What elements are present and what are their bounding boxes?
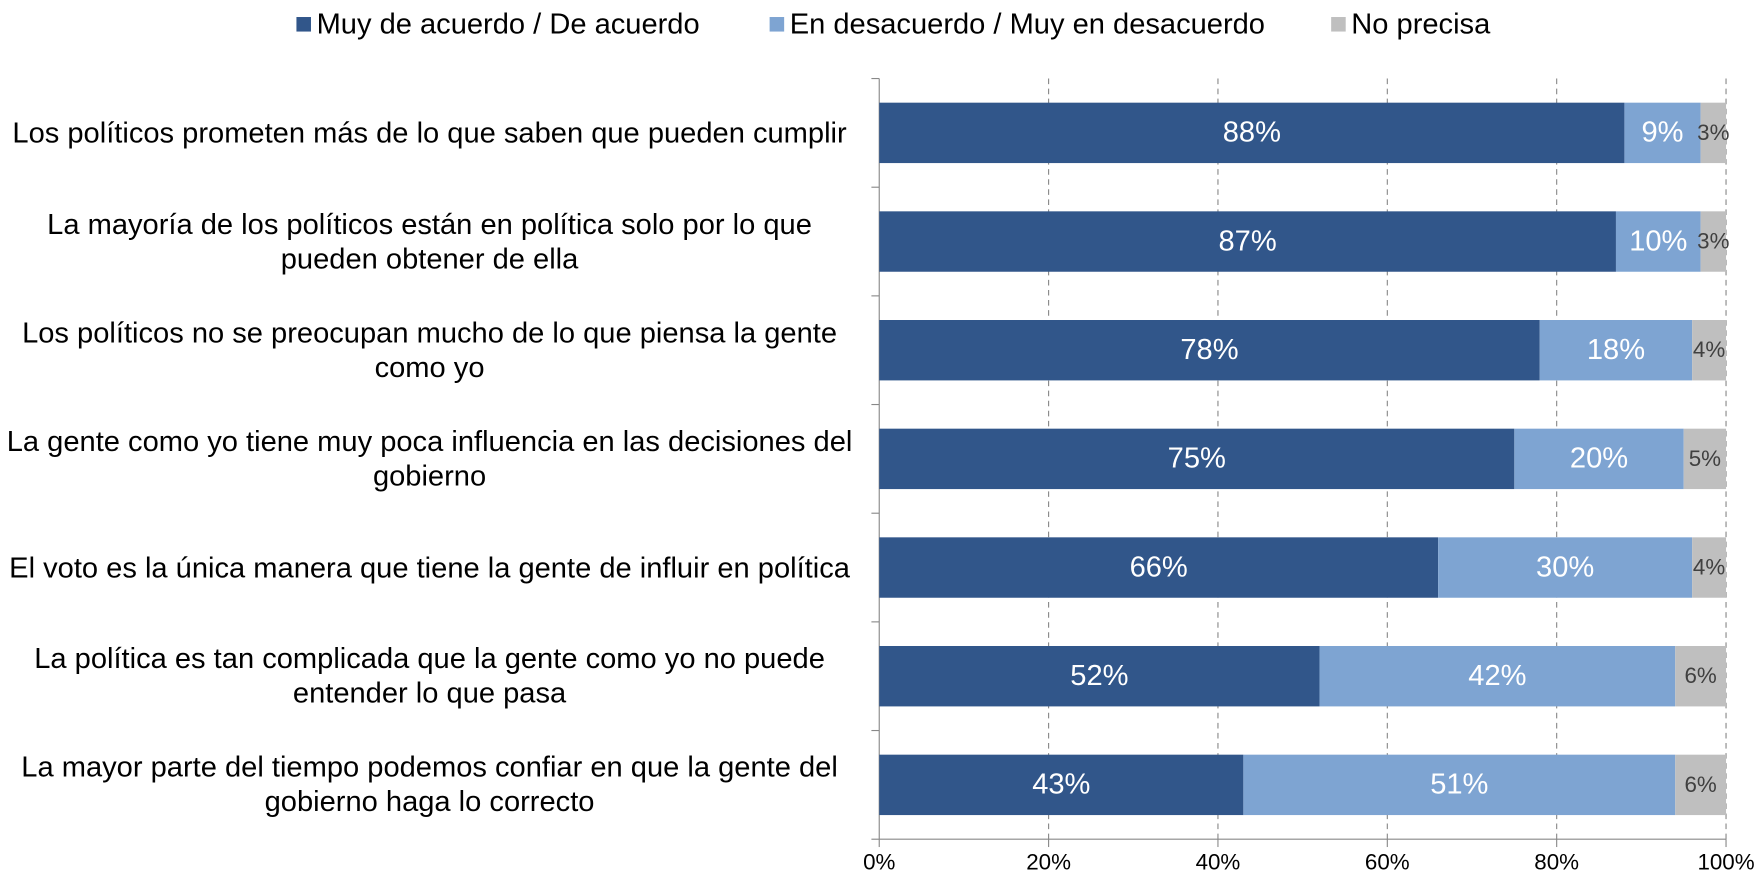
bar-segment bbox=[879, 428, 1515, 490]
bar-segment bbox=[879, 537, 1439, 598]
value-label: 20% bbox=[1570, 443, 1628, 475]
value-label: 88% bbox=[1223, 117, 1281, 149]
value-label: 4% bbox=[1693, 555, 1725, 580]
value-label: 75% bbox=[1168, 443, 1226, 475]
bar-segment bbox=[1615, 211, 1701, 272]
value-label: 52% bbox=[1070, 660, 1128, 692]
legend-label: Muy de acuerdo / De acuerdo bbox=[317, 9, 700, 41]
bar-segment bbox=[1692, 537, 1727, 598]
legend-swatch bbox=[296, 17, 311, 32]
x-tick-label: 20% bbox=[1026, 850, 1071, 873]
legend-swatch bbox=[769, 17, 785, 32]
value-label: 43% bbox=[1032, 769, 1090, 801]
category-label-box: La gente como yo tiene muy poca influenc… bbox=[6, 424, 853, 493]
y-tick-label: La mayor parte del tiempo podemos confia… bbox=[21, 750, 838, 819]
value-label: 9% bbox=[1642, 117, 1684, 149]
bar-segment bbox=[879, 646, 1320, 707]
value-label: 78% bbox=[1180, 334, 1238, 366]
y-tick-label: El voto es la única manera que tiene la … bbox=[9, 550, 850, 584]
bar-segment bbox=[1624, 102, 1701, 164]
value-label: 6% bbox=[1684, 772, 1716, 797]
value-label: 3% bbox=[1697, 229, 1729, 254]
category-label-box: La mayor parte del tiempo podemos confia… bbox=[21, 750, 838, 819]
category-label-box: Los políticos prometen más de lo que sab… bbox=[12, 115, 847, 150]
bar-segment bbox=[1438, 537, 1693, 598]
x-tick-label: 100% bbox=[1697, 850, 1754, 873]
value-label: 4% bbox=[1693, 337, 1725, 362]
value-label: 3% bbox=[1697, 120, 1729, 145]
bar-segment bbox=[1692, 320, 1727, 381]
value-label: 30% bbox=[1536, 551, 1594, 583]
bar-segment bbox=[1700, 211, 1727, 272]
bar-segment bbox=[879, 211, 1616, 272]
value-label: 42% bbox=[1468, 660, 1526, 692]
bar-segment bbox=[879, 754, 1244, 816]
bar-segment bbox=[879, 320, 1540, 381]
bar-segment bbox=[1319, 646, 1676, 707]
value-label: 6% bbox=[1684, 663, 1716, 688]
bar-segment bbox=[1675, 646, 1727, 707]
category-label-box: El voto es la única manera que tiene la … bbox=[9, 550, 850, 584]
bar-segment bbox=[1675, 754, 1727, 816]
bar-segment bbox=[1683, 428, 1727, 490]
legend-label: En desacuerdo / Muy en desacuerdo bbox=[790, 9, 1265, 41]
value-label: 51% bbox=[1430, 769, 1488, 801]
x-tick-label: 40% bbox=[1196, 850, 1241, 873]
bar-segment bbox=[1514, 428, 1684, 490]
category-label-box: La mayoría de los políticos están en pol… bbox=[47, 206, 812, 276]
x-tick-label: 0% bbox=[863, 850, 895, 873]
category-label-box: Los políticos no se preocupan mucho de l… bbox=[22, 315, 838, 384]
bar-segment bbox=[1539, 320, 1693, 381]
y-tick-label: Los políticos prometen más de lo que sab… bbox=[12, 115, 847, 150]
value-label: 18% bbox=[1587, 334, 1645, 366]
value-label: 66% bbox=[1130, 551, 1188, 583]
value-label: 5% bbox=[1689, 446, 1721, 471]
legend-swatch bbox=[1331, 17, 1346, 32]
y-tick-label: La gente como yo tiene muy poca influenc… bbox=[6, 424, 853, 493]
x-tick-label: 60% bbox=[1365, 850, 1410, 873]
bar-segment bbox=[879, 102, 1625, 164]
value-label: 10% bbox=[1629, 225, 1687, 257]
value-label: 87% bbox=[1218, 225, 1276, 257]
category-label-box: La política es tan complicada que la gen… bbox=[34, 641, 825, 710]
x-tick-label: 80% bbox=[1534, 850, 1579, 873]
bar-segment bbox=[1243, 754, 1676, 816]
y-tick-label: La mayoría de los políticos están en pol… bbox=[47, 206, 812, 276]
y-tick-label: La política es tan complicada que la gen… bbox=[34, 641, 825, 710]
legend-label: No precisa bbox=[1351, 9, 1491, 41]
y-tick-label: Los políticos no se preocupan mucho de l… bbox=[22, 315, 838, 384]
bar-segment bbox=[1700, 102, 1727, 164]
